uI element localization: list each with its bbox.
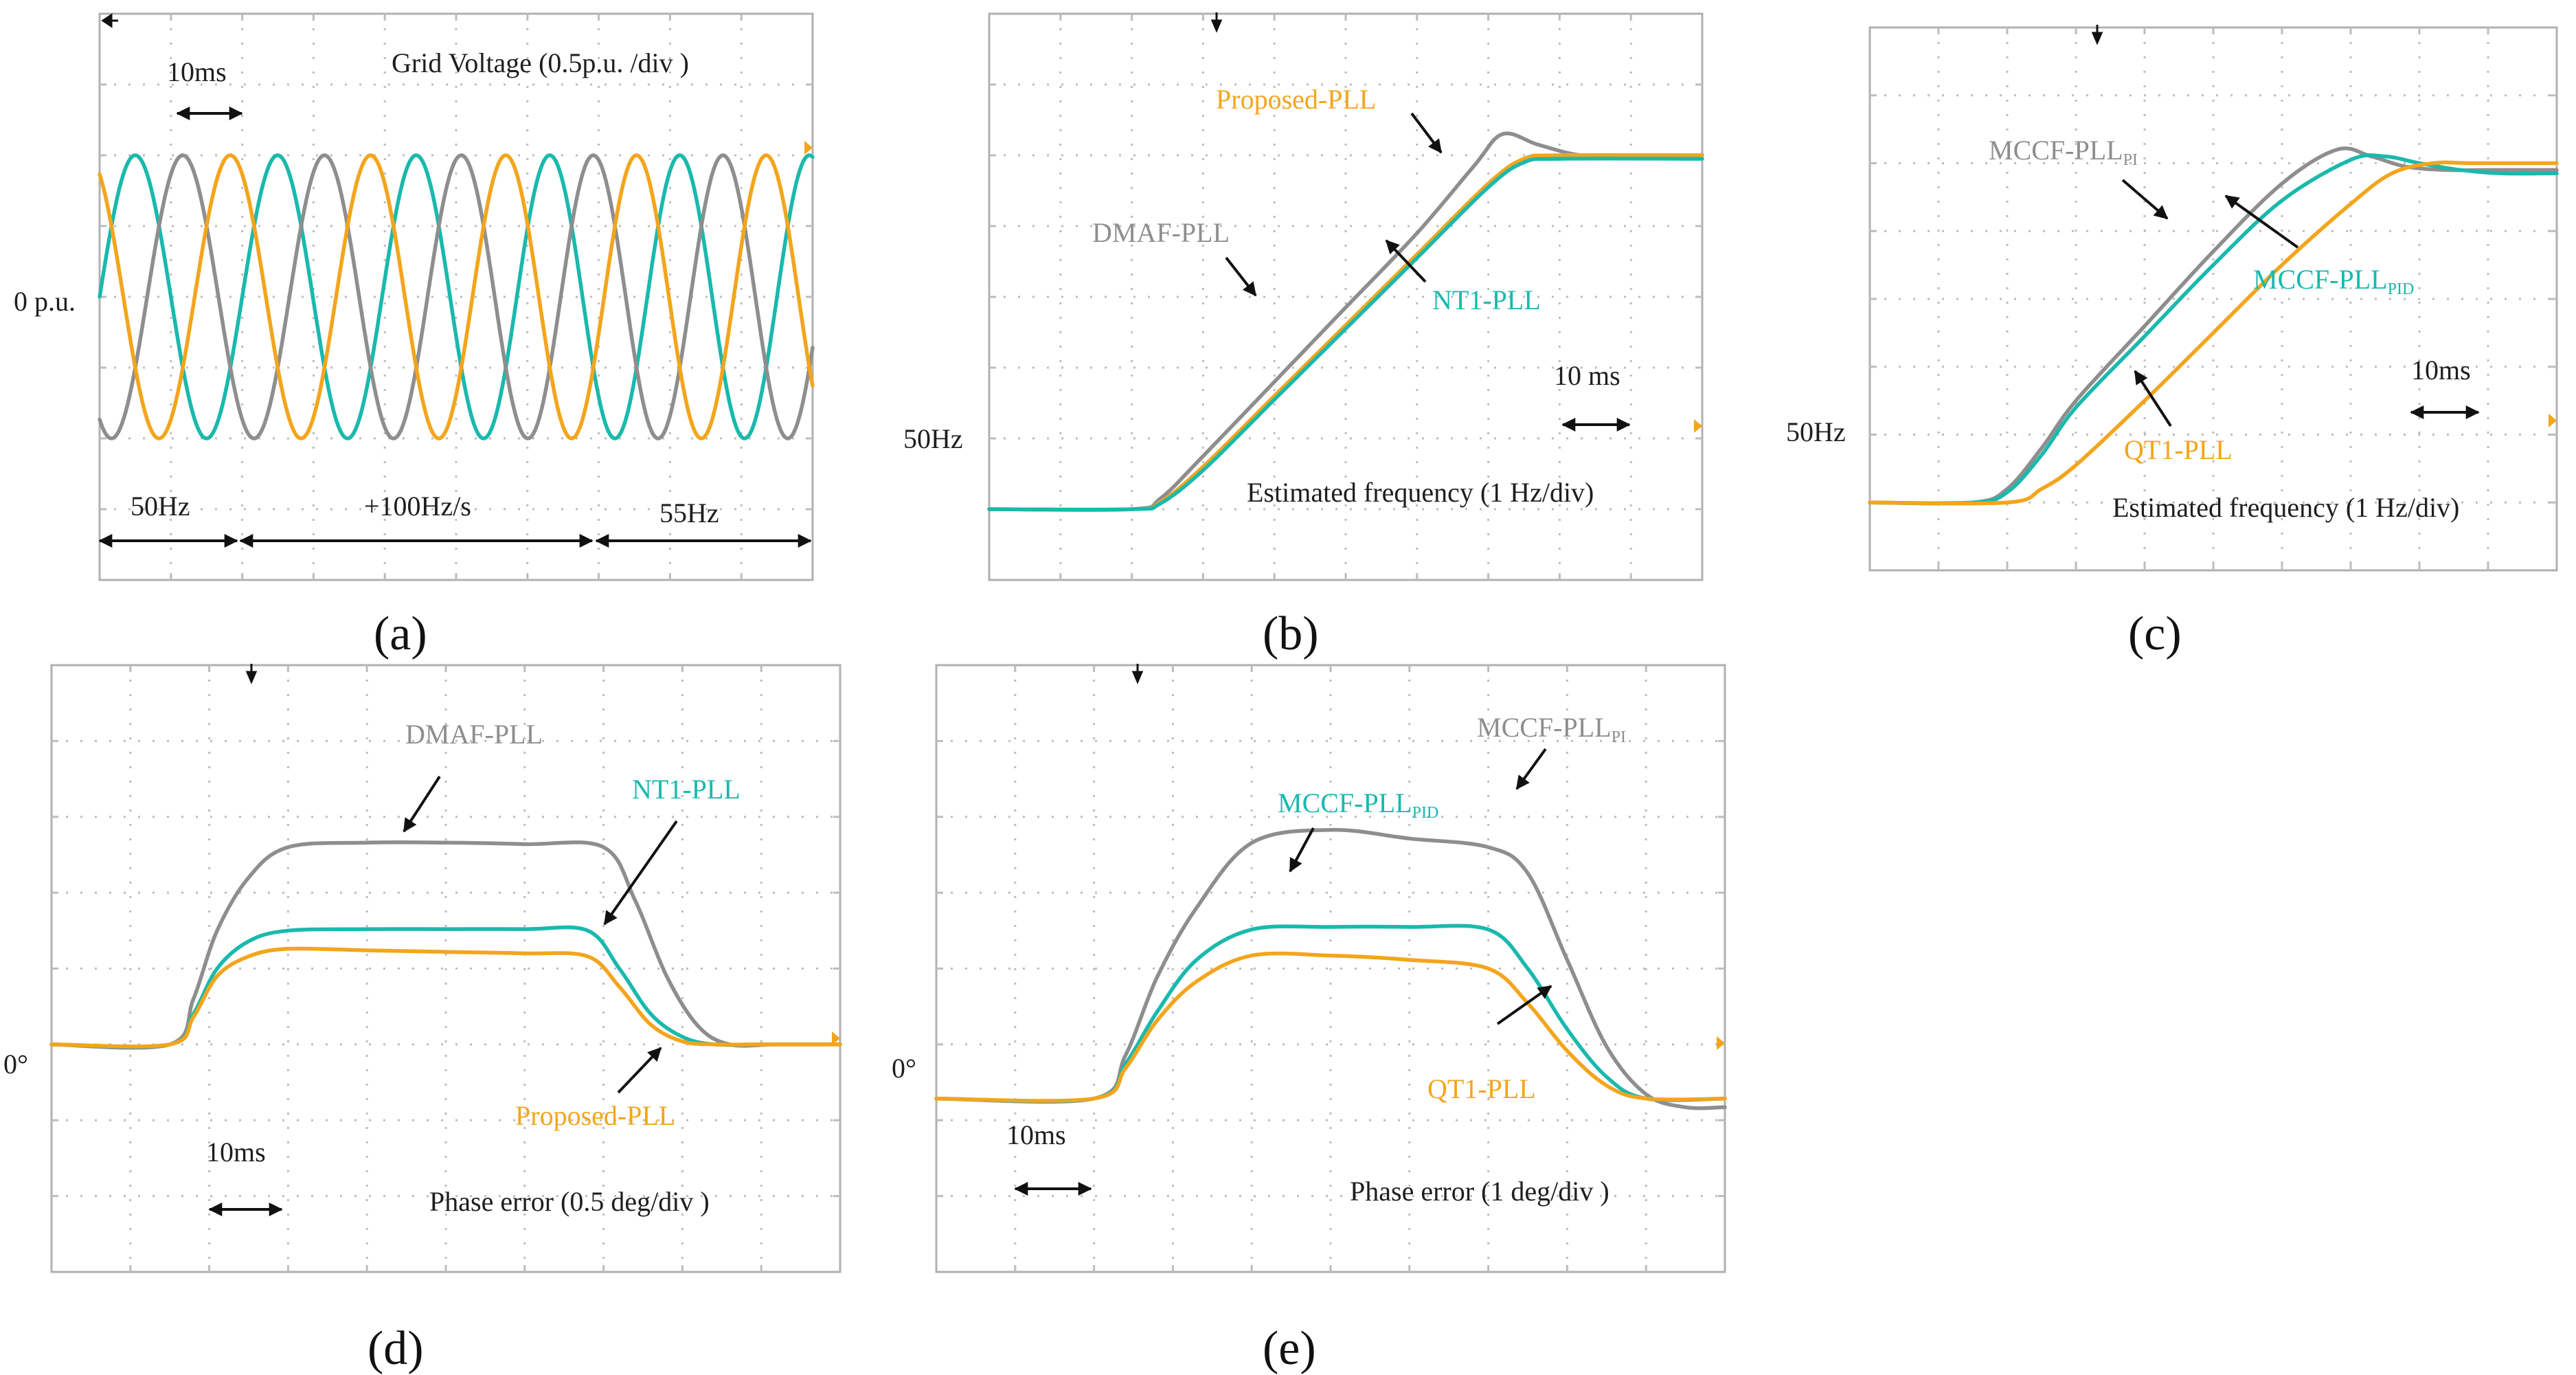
panel-e-arrow-pid (1289, 827, 1315, 873)
panel-d-traces (49, 840, 842, 1050)
panel-b-baseline-label: 50Hz (903, 423, 963, 454)
series-mccf-pll-pid (1868, 153, 2559, 506)
panel-a-caption: (a) (374, 607, 427, 660)
panel-d-arrow-nt1 (603, 820, 678, 926)
panel-d-arrow-dmaf (403, 775, 441, 833)
series-mccf-pll-pi (934, 827, 1727, 1110)
panel-c-estimated-frequency: MCCF-PLLPI MCCF-PLLPID 10ms 50Hz QT1-PLL… (1786, 25, 2559, 660)
panel-c-label-pi-main: MCCF-PLL (1989, 135, 2123, 166)
panel-a-segment-ramp: +100Hz/s (364, 491, 471, 522)
series-nt1-pll (987, 156, 1704, 512)
panel-c-arrow-pi (2121, 179, 2169, 220)
panel-c-label-qt1: QT1-PLL (2124, 434, 2233, 465)
panel-a-traces (98, 153, 815, 440)
panel-d-arrow-proposed (617, 1047, 662, 1094)
series-qt1-pll (934, 951, 1727, 1103)
panel-e-baseline-label: 0° (892, 1053, 916, 1084)
panel-b-estimated-frequency: Proposed-PLL DMAF-PLL NT1-PLL 10 ms 50Hz… (903, 12, 1704, 660)
panel-c-level-marker (2549, 414, 2557, 427)
panel-e-trigger-marker (1131, 664, 1144, 684)
series-phase-c (98, 153, 815, 440)
panel-b-caption: (b) (1263, 607, 1319, 660)
panel-e-label-pid-main: MCCF-PLL (1278, 787, 1412, 818)
panel-e-label-pid-sub: PID (1412, 804, 1439, 822)
series-dmaf-pll (987, 131, 1704, 512)
panel-b-time-scale: 10 ms (1554, 360, 1620, 391)
panel-d-trigger-marker (245, 664, 258, 684)
panel-a-time-scale: 10ms (167, 56, 227, 87)
panel-c-time-scale: 10ms (2411, 355, 2471, 385)
panel-c-arrow-qt1 (2134, 370, 2172, 427)
panel-b-label-nt1: NT1-PLL (1432, 284, 1541, 315)
panel-e-label-pi-sub: PI (1612, 728, 1626, 746)
panel-e-arrow-pi (1515, 748, 1547, 790)
panel-c-arrow-pid (2224, 194, 2299, 249)
series-qt1-pll (1868, 160, 2559, 506)
panel-d-baseline-label: 0° (3, 1049, 28, 1080)
panel-b-trigger-marker (1210, 12, 1223, 33)
panel-e-level-marker (1717, 1036, 1725, 1050)
series-dmaf-pll (49, 840, 842, 1050)
panel-b-arrow-proposed (1410, 112, 1443, 154)
panel-e-title: Phase error (1 deg/div ) (1350, 1176, 1609, 1207)
panel-b-arrow-dmaf (1225, 256, 1257, 297)
panel-a-level-marker (804, 141, 813, 155)
panel-c-label-pid-sub: PID (2388, 280, 2415, 298)
panel-a-trigger-marker (101, 13, 118, 28)
panel-e-label-pi-main: MCCF-PLL (1477, 712, 1612, 743)
panel-c-traces (1868, 146, 2559, 506)
panel-a-grid-voltage: Grid Voltage (0.5p.u. /div ) 10ms 0 p.u.… (14, 12, 815, 660)
panel-e-label-pid: MCCF-PLLPID (1278, 787, 1438, 822)
panel-e-label-pi: MCCF-PLLPI (1477, 712, 1626, 746)
panel-c-trigger-marker (2091, 25, 2103, 45)
series-phase-a (98, 153, 815, 440)
scope-grid (936, 665, 1725, 1272)
series-mccf-pll-pi (1868, 146, 2559, 506)
panel-d-label-proposed: Proposed-PLL (515, 1100, 675, 1131)
panel-c-caption: (c) (2128, 607, 2182, 660)
panel-d-title: Phase error (0.5 deg/div ) (429, 1186, 710, 1217)
panel-e-time-scale: 10ms (1006, 1119, 1066, 1150)
panel-d-label-dmaf: DMAF-PLL (405, 719, 543, 750)
scope-grid (52, 665, 840, 1272)
series-phase-b (98, 153, 815, 440)
panel-b-traces (987, 131, 1704, 512)
panel-e-traces (934, 827, 1727, 1110)
panel-b-label-proposed: Proposed-PLL (1216, 84, 1376, 115)
panel-e-phase-error: MCCF-PLLPI MCCF-PLLPID 0° QT1-PLL 10ms P… (892, 664, 1727, 1375)
panel-c-baseline-label: 50Hz (1786, 416, 1846, 447)
panel-b-arrow-nt1 (1385, 239, 1427, 283)
panel-c-title: Estimated frequency (1 Hz/div) (2112, 492, 2459, 523)
panel-c-label-pi-sub: PI (2123, 151, 2138, 169)
panel-e-arrow-qt1 (1496, 985, 1552, 1025)
panel-d-time-scale: 10ms (206, 1137, 266, 1167)
panel-d-caption: (d) (368, 1322, 424, 1375)
panel-e-label-qt1: QT1-PLL (1427, 1073, 1536, 1104)
panel-d-level-marker (832, 1031, 840, 1045)
panel-e-caption: (e) (1263, 1322, 1316, 1375)
panel-a-segment-55hz: 55Hz (659, 498, 719, 528)
panel-c-label-pi: MCCF-PLLPI (1989, 135, 2138, 169)
panel-a-zero-label: 0 p.u. (14, 286, 76, 317)
panel-c-label-pid-main: MCCF-PLL (2253, 264, 2388, 295)
scope-grid (1870, 27, 2557, 570)
panel-b-title: Estimated frequency (1 Hz/div) (1247, 477, 1594, 508)
panel-b-level-marker (1694, 419, 1702, 433)
panel-a-segment-50hz: 50Hz (131, 491, 190, 522)
panel-b-label-dmaf: DMAF-PLL (1092, 217, 1230, 248)
series-nt1-pll (49, 925, 842, 1049)
series-proposed-pll (49, 946, 842, 1049)
panel-a-title: Grid Voltage (0.5p.u. /div ) (392, 47, 689, 78)
panel-d-label-nt1: NT1-PLL (632, 774, 741, 805)
panel-c-label-pid: MCCF-PLLPID (2253, 264, 2414, 298)
panel-d-phase-error: DMAF-PLL NT1-PLL 0° Proposed-PLL 10ms Ph… (3, 664, 842, 1375)
